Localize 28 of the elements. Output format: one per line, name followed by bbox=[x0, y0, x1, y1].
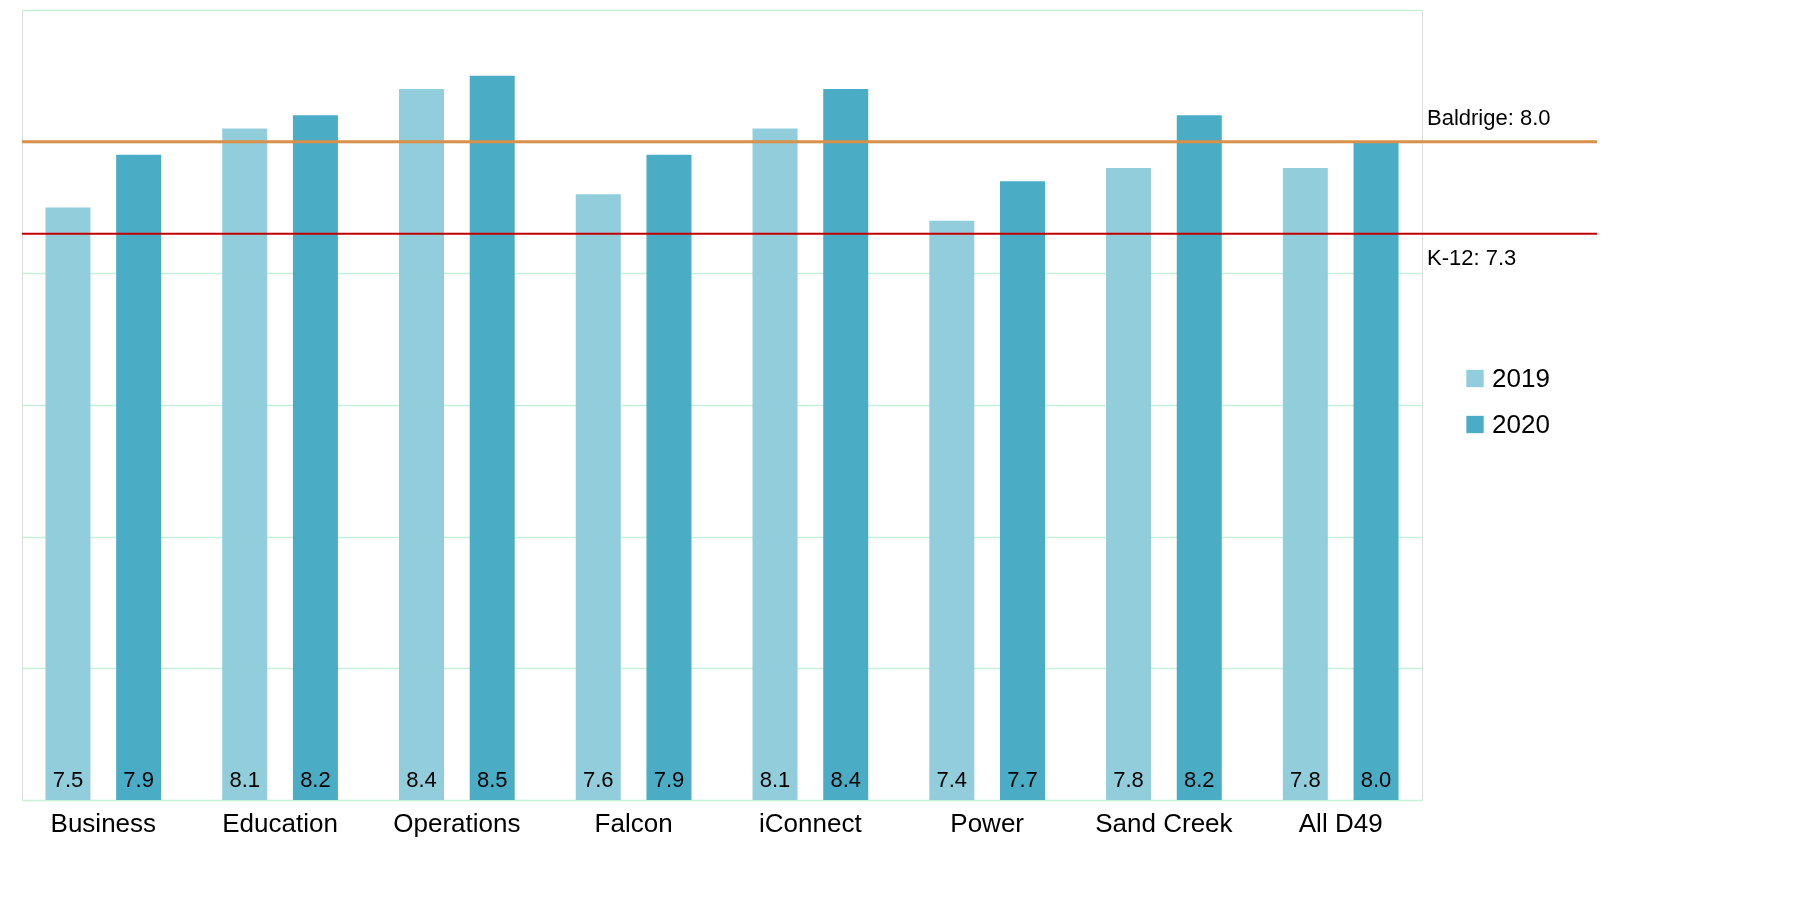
x-tick-label: Power bbox=[950, 807, 1025, 838]
data-label: 8.4 bbox=[830, 767, 862, 792]
legend-label: 2020 bbox=[1492, 408, 1550, 439]
data-label: 7.8 bbox=[1290, 767, 1321, 792]
x-tick-label: Business bbox=[50, 807, 157, 838]
ref-line-label: Baldrige: 8.0 bbox=[1427, 104, 1551, 130]
data-label: 8.5 bbox=[476, 767, 508, 792]
data-label: 7.5 bbox=[52, 767, 84, 792]
data-label: 8.0 bbox=[1360, 767, 1392, 792]
x-tick-label: iConnect bbox=[759, 807, 863, 838]
data-label: 7.9 bbox=[653, 767, 685, 792]
data-label: 7.6 bbox=[582, 767, 614, 792]
data-label: 7.7 bbox=[1007, 767, 1038, 792]
legend-label: 2019 bbox=[1492, 362, 1550, 393]
x-tick-label: Operations bbox=[393, 807, 521, 838]
data-label: 8.1 bbox=[229, 767, 261, 792]
ref-line-label: K-12: 7.3 bbox=[1427, 244, 1517, 270]
data-label: 8.2 bbox=[300, 767, 331, 792]
x-tick-label: All D49 bbox=[1298, 807, 1383, 838]
x-tick-label: Falcon bbox=[594, 807, 673, 838]
data-label: 7.8 bbox=[1113, 767, 1144, 792]
data-label: 8.1 bbox=[759, 767, 791, 792]
data-label: 7.9 bbox=[123, 767, 154, 792]
data-label: 8.4 bbox=[406, 767, 437, 792]
x-tick-label: Sand Creek bbox=[1095, 807, 1234, 838]
data-label: 8.2 bbox=[1183, 767, 1215, 792]
x-tick-label: Education bbox=[222, 807, 338, 838]
data-label: 7.4 bbox=[936, 767, 968, 792]
